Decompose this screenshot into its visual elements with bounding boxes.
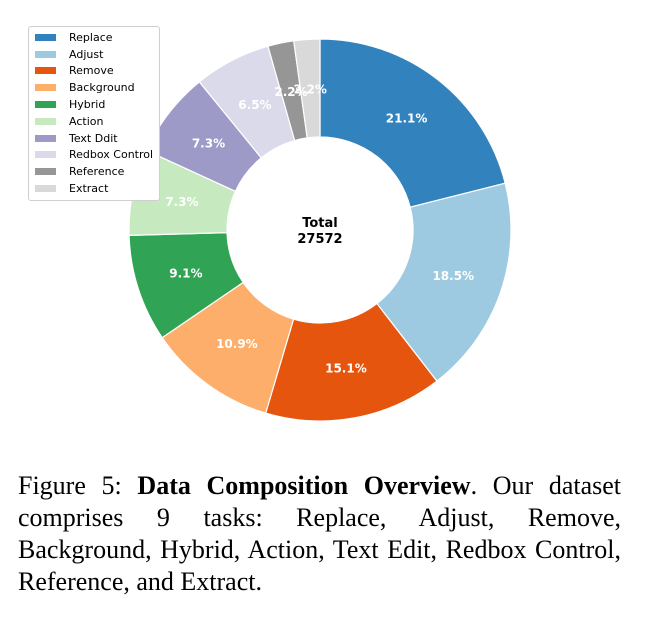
legend-item-hybrid: Hybrid: [35, 96, 153, 113]
legend-item-background: Background: [35, 79, 153, 96]
legend-swatch: [35, 134, 56, 142]
caption-title: Data Composition Overview: [137, 471, 471, 500]
slice-replace: [319, 38, 506, 208]
legend-item-adjust: Adjust: [35, 46, 153, 63]
legend-swatch: [35, 50, 56, 58]
legend-label: Adjust: [69, 47, 104, 61]
legend-swatch: [35, 185, 56, 193]
slice-adjust: [376, 182, 512, 382]
slice-label-redbox-control: 6.5%: [238, 98, 271, 112]
legend-swatch: [35, 101, 56, 109]
legend-label: Reference: [69, 165, 125, 179]
slice-label-extract: 2.2%: [294, 82, 327, 96]
slice-label-hybrid: 9.1%: [169, 266, 202, 280]
legend-swatch: [35, 67, 56, 75]
caption-prefix: Figure 5:: [18, 471, 138, 500]
slice-label-adjust: 18.5%: [432, 269, 474, 283]
slice-label-text-ddit: 7.3%: [192, 137, 225, 151]
donut-chart: 21.1%18.5%15.1%10.9%9.1%7.3%7.3%6.5%2.2%…: [128, 38, 512, 422]
legend-label: Redbox Control: [69, 148, 154, 162]
legend-item-reference: Reference: [35, 163, 153, 180]
legend-label: Background: [69, 81, 135, 95]
legend: Replace Adjust Remove Background Hybrid Actio…: [28, 26, 161, 201]
slice-label-background: 10.9%: [216, 337, 258, 351]
legend-swatch: [35, 33, 56, 41]
slice-label-action: 7.3%: [165, 195, 198, 209]
legend-label: Hybrid: [69, 98, 106, 112]
figure: 21.1% 18.5% 15.1% 10.9% 9.1% 7.3% 7.3% 6.5% 2.2%…: [28, 26, 512, 422]
legend-swatch: [35, 151, 56, 159]
legend-label: Text Ddit: [69, 131, 118, 145]
caption-text: . Our dataset comprises 9 tasks: Replace…: [18, 471, 622, 596]
legend-label: Action: [69, 114, 104, 128]
slice-extract: [293, 38, 321, 139]
legend-item-redbox-control: Redbox Control: [35, 147, 153, 164]
legend-swatch: [35, 117, 56, 125]
legend-item-extract: Extract: [35, 180, 153, 197]
legend-item-text-ddit: Text Ddit: [35, 130, 153, 147]
legend-item-remove: Remove: [35, 63, 153, 80]
slice-label-remove: 15.1%: [325, 362, 367, 376]
legend-swatch: [35, 84, 56, 92]
legend-swatch: [35, 168, 56, 176]
legend-label: Replace: [69, 30, 113, 44]
slice-remove: [264, 302, 438, 422]
slice-label-replace: 21.1%: [386, 112, 428, 126]
legend-item-replace: Replace: [35, 29, 153, 46]
center-label-title: Total: [302, 216, 338, 231]
legend-item-action: Action: [35, 113, 153, 130]
slice-label-reference: 2.2%: [274, 85, 307, 99]
center-label-total: 27572: [297, 232, 342, 247]
figure-caption: Figure 5: Data Composition Overview. Our…: [18, 470, 621, 598]
legend-label: Extract: [69, 182, 109, 196]
legend-label: Remove: [69, 64, 114, 78]
